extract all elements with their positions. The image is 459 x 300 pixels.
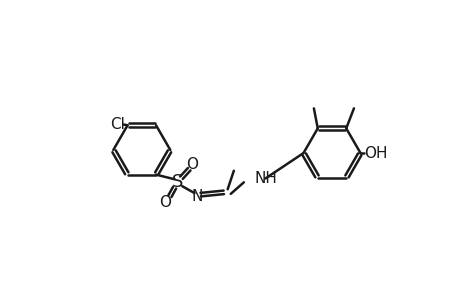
Text: S: S [172,173,183,191]
Text: NH: NH [254,171,277,186]
Text: O: O [186,157,198,172]
Text: O: O [159,195,171,210]
Text: OH: OH [364,146,387,160]
Text: N: N [191,189,202,204]
Text: Cl: Cl [110,117,125,132]
